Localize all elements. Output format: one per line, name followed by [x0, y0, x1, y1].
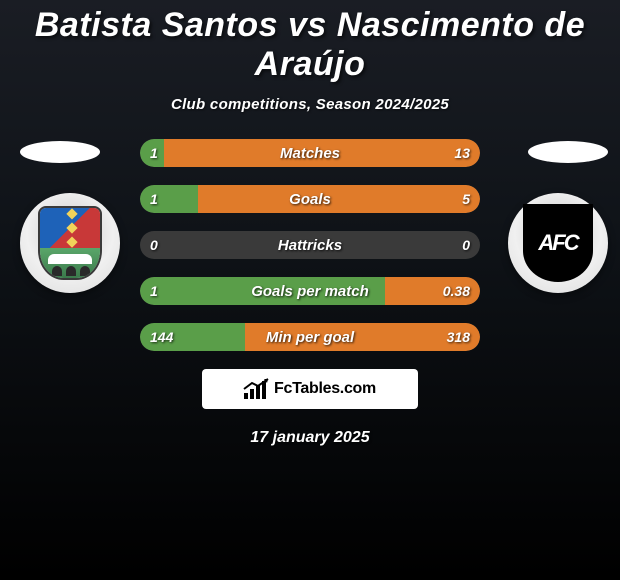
page-subtitle: Club competitions, Season 2024/2025 — [0, 96, 620, 113]
stat-label: Hattricks — [140, 231, 480, 259]
right-crest-shield: AFC — [523, 204, 593, 282]
chart-icon — [244, 379, 268, 399]
left-crest-shield — [38, 206, 102, 280]
date-label: 17 january 2025 — [0, 429, 620, 447]
stat-label: Goals per match — [140, 277, 480, 305]
stats-table: 113Matches 15Goals 00Hattricks 10.38Goals p… — [140, 139, 480, 369]
stat-label: Goals — [140, 185, 480, 213]
stat-label: Min per goal — [140, 323, 480, 351]
ellipse-left — [20, 141, 100, 163]
page-title: Batista Santos vs Nascimento de Araújo — [0, 0, 620, 84]
brand-badge: FcTables.com — [202, 369, 418, 409]
right-team-crest: AFC — [508, 193, 608, 293]
stat-row: 113Matches — [140, 139, 480, 167]
stat-row: 00Hattricks — [140, 231, 480, 259]
stat-row: 15Goals — [140, 185, 480, 213]
brand-text: FcTables.com — [274, 380, 376, 398]
ellipse-right — [528, 141, 608, 163]
stat-label: Matches — [140, 139, 480, 167]
left-team-crest — [20, 193, 120, 293]
right-crest-initials: AFC — [538, 230, 577, 256]
comparison-area: AFC 113Matches 15Goals 00Hattricks 10.38Goa… — [0, 141, 620, 361]
stat-row: 10.38Goals per match — [140, 277, 480, 305]
stat-row: 144318Min per goal — [140, 323, 480, 351]
